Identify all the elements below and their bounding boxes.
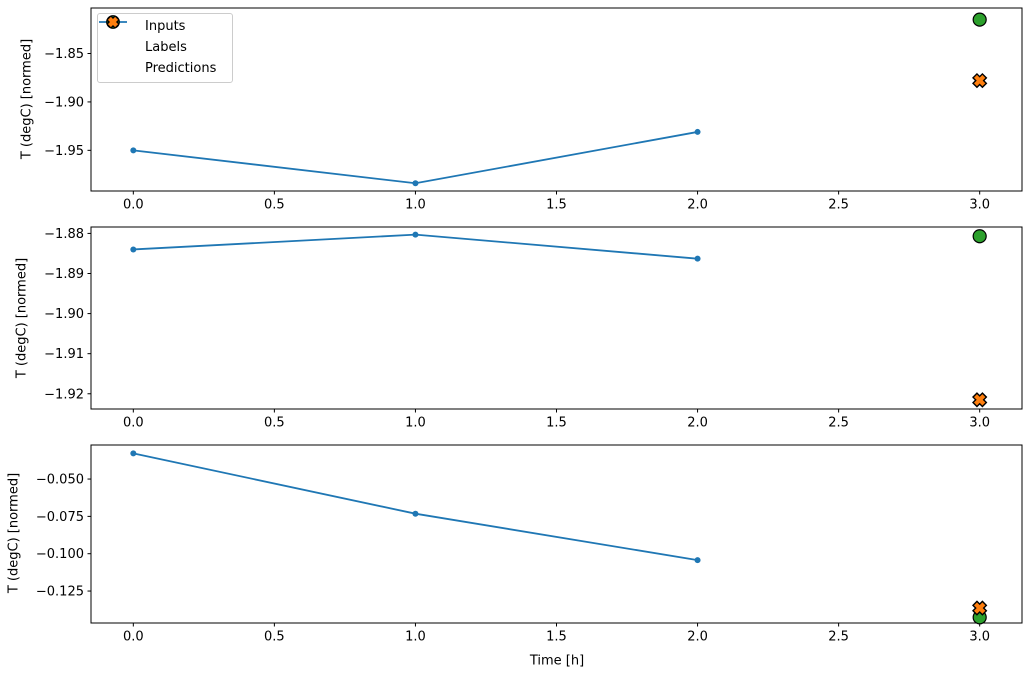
y-axis-label-subplot-2: T (degC) [normed]: [14, 257, 30, 379]
x-tick-label: 1.0: [405, 198, 426, 213]
legend-entry-predictions: Predictions: [106, 15, 224, 77]
axes-frame: [90, 226, 1023, 410]
series-predictions-marker: [973, 394, 986, 406]
series-inputs-marker: [694, 128, 701, 135]
y-tick-label: −1.95: [44, 144, 84, 159]
series-inputs-line: [133, 233, 698, 260]
series-predictions-marker: [973, 74, 986, 87]
series-inputs-marker: [130, 450, 137, 457]
series-inputs-marker: [694, 255, 701, 262]
x-tick-label: 2.0: [687, 630, 708, 645]
legend-label-predictions: Predictions: [145, 61, 217, 76]
labels-circle-icon: [106, 15, 136, 56]
series-inputs-marker: [412, 231, 419, 238]
y-tick-label: −1.90: [44, 95, 84, 110]
x-tick-label: 1.5: [546, 630, 567, 645]
series-labels-marker: [972, 229, 987, 244]
x-tick-label: 1.0: [405, 416, 426, 431]
x-tick-label: 3.0: [969, 198, 990, 213]
x-tick-label: 3.0: [969, 630, 990, 645]
series-inputs-marker: [694, 557, 701, 564]
x-tick-label: 0.0: [123, 416, 144, 431]
legend: Inputs Labels Predictions: [97, 13, 233, 83]
y-axis-label-subplot-3: T (degC) [normed]: [6, 472, 22, 594]
series-inputs-marker: [412, 510, 419, 517]
x-tick-label: 0.0: [123, 630, 144, 645]
y-axis-label-subplot-1: T (degC) [normed]: [19, 38, 35, 160]
series-inputs-line: [133, 452, 698, 562]
x-tick-label: 1.0: [405, 630, 426, 645]
series-labels-marker: [972, 12, 987, 27]
y-tick-label: −1.92: [44, 387, 84, 402]
y-tick-label: −0.100: [36, 547, 84, 562]
x-tick-label: 2.0: [687, 416, 708, 431]
x-tick-label: 2.5: [828, 416, 849, 431]
y-tick-label: −1.91: [44, 347, 84, 362]
series-inputs-marker: [130, 246, 137, 253]
x-tick-label: 0.5: [264, 630, 285, 645]
legend-label-inputs: Inputs: [145, 19, 186, 34]
predictions-x-icon: [106, 15, 136, 77]
x-tick-label: 3.0: [969, 416, 990, 431]
series-inputs-marker: [412, 180, 419, 187]
x-tick-label: 0.5: [264, 198, 285, 213]
subplot-1: 0.0 0.5 1.0 1.5 2.0 2.5 3.0 −1.85 −1.90 −1.95: [44, 7, 1023, 213]
subplot-2: 0.0 0.5 1.0 1.5 2.0 2.5 3.0 −1.88 −1.89 −1.90 −1.9…: [44, 226, 1023, 431]
subplot-3: 0.0 0.5 1.0 1.5 2.0 2.5 3.0 −0.050 −0.075 −0.100 −…: [36, 444, 1023, 645]
x-axis-label: Time [h]: [529, 653, 585, 669]
y-tick-label: −0.075: [36, 510, 84, 525]
x-tick-label: 2.5: [828, 630, 849, 645]
x-tick-label: 0.5: [264, 416, 285, 431]
x-tick-label: 1.5: [546, 198, 567, 213]
x-tick-label: 1.5: [546, 416, 567, 431]
y-tick-label: −1.85: [44, 47, 84, 62]
y-tick-label: −1.88: [44, 227, 84, 242]
x-tick-label: 2.5: [828, 198, 849, 213]
y-tick-label: −1.89: [44, 267, 84, 282]
axes-frame: [90, 444, 1023, 624]
x-tick-label: 0.0: [123, 198, 144, 213]
series-predictions-marker: [973, 602, 986, 614]
y-tick-label: −0.125: [36, 585, 84, 600]
y-tick-label: −0.050: [36, 473, 84, 488]
series-inputs-marker: [130, 147, 137, 154]
legend-label-labels: Labels: [145, 40, 187, 55]
x-tick-label: 2.0: [687, 198, 708, 213]
series-inputs-line: [133, 131, 698, 185]
y-tick-label: −1.90: [44, 307, 84, 322]
legend-entry-labels: Labels: [106, 15, 224, 56]
